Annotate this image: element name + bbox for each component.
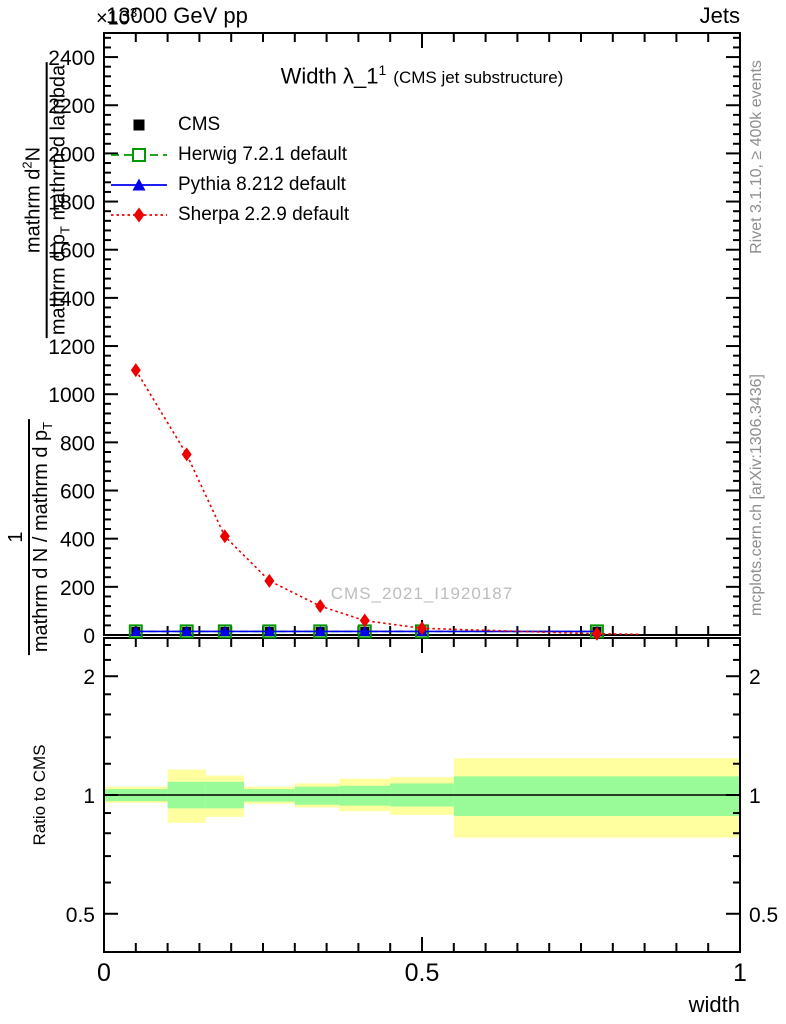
main-y-tick-label: 1800 — [48, 192, 95, 215]
beam-energy-label: 13000 GeV pp — [106, 3, 248, 28]
y-axis-exponent: ×103 — [96, 5, 138, 30]
ratio-y-tick-label: 1 — [749, 785, 761, 808]
main-y-tick-label: 1000 — [48, 384, 95, 407]
herwig-legend-glyph-icon — [111, 148, 167, 162]
x-tick-label: 0.5 — [405, 959, 440, 987]
marker-diamond — [264, 573, 275, 588]
plot-title: Width λ_11 (CMS jet substructure) — [104, 62, 740, 89]
ratio-uncertainty-bands — [104, 758, 740, 838]
main-y-tick-label: 1200 — [48, 336, 95, 359]
fraction-one-over-dn: 1 mathrm d N / mathrm d pT — [5, 418, 55, 656]
main-y-tick-label: 200 — [60, 577, 95, 600]
mcplots-arxiv-label: mcplots.cern.ch [arXiv:1306.3436] — [748, 374, 765, 616]
marker-diamond — [130, 363, 141, 378]
rivet-version-label: Rivet 3.1.10, ≥ 400k events — [748, 60, 765, 254]
main-y-tick-label: 2200 — [48, 95, 95, 118]
green-band — [453, 776, 740, 816]
main-y-tick-label: 2000 — [48, 143, 95, 166]
main-y-tick-label: 400 — [60, 529, 95, 552]
main-y-tick-label: 800 — [60, 432, 95, 455]
analysis-group-label: Jets — [699, 3, 740, 28]
y-axis-label-norm-fraction: 1 mathrm d N / mathrm d pT — [5, 418, 55, 656]
x-tick-label: 0 — [97, 959, 111, 987]
main-y-tick-label: 2400 — [48, 47, 95, 70]
y-axis-label-numerator-fraction: mathrm d2N mathrm d pT mathrm d lambda — [20, 61, 73, 339]
legend-item-cms: CMS — [110, 110, 349, 140]
main-y-tick-label: 1600 — [48, 240, 95, 263]
marker-diamond — [219, 529, 230, 544]
marker-triangle — [263, 625, 275, 636]
marker-diamond — [181, 447, 192, 462]
legend-label: Sherpa 2.2.9 default — [178, 204, 350, 225]
fraction-d2n: mathrm d2N mathrm d pT mathrm d lambda — [20, 61, 73, 339]
legend-label: CMS — [178, 114, 221, 135]
legend-label: Herwig 7.2.1 default — [178, 144, 347, 165]
tick-labels: 0200400600800100012001400160018002000220… — [48, 47, 778, 987]
ratio-y-tick-label: 0.5 — [749, 904, 778, 927]
analysis-id-watermark: CMS_2021_I1920187 — [330, 584, 514, 603]
plot-title-paren: (CMS jet substructure) — [393, 68, 564, 88]
marker-diamond — [359, 613, 370, 628]
x-axis-label: width — [688, 992, 740, 1017]
pythia-legend-glyph-icon — [111, 178, 167, 191]
series-sherpa — [130, 363, 639, 641]
plot-title-superscript: 1 — [378, 62, 387, 78]
legend-label: Pythia 8.212 default — [178, 174, 346, 195]
main-y-tick-label: 0 — [83, 625, 95, 648]
ratio-axis-label: Ratio to CMS — [30, 744, 49, 846]
marker-triangle — [219, 625, 231, 636]
marker-triangle — [130, 625, 142, 636]
marker-triangle — [359, 625, 371, 636]
marker-triangle — [314, 625, 326, 636]
ratio-y-tick-label: 2 — [749, 666, 761, 689]
main-y-tick-label: 1400 — [48, 288, 95, 311]
legend-item-pythia: Pythia 8.212 default — [110, 170, 349, 200]
marker-diamond — [417, 621, 427, 636]
marker-diamond — [315, 599, 326, 614]
main-y-tick-label: 600 — [60, 481, 95, 504]
sherpa-legend-glyph-icon — [111, 207, 167, 223]
plot-title-main: Width λ_1 — [280, 63, 379, 89]
axis-ticks — [103, 33, 741, 953]
cms-legend-glyph-icon — [133, 119, 145, 131]
ratio-y-tick-label: 1 — [83, 785, 95, 808]
legend: CMS Herwig 7.2.1 default Pythia 8.212 defa… — [110, 110, 349, 230]
legend-item-herwig: Herwig 7.2.1 default — [110, 140, 349, 170]
x-tick-label: 1 — [733, 959, 747, 987]
legend-item-sherpa: Sherpa 2.2.9 default — [110, 200, 349, 230]
marker-diamond — [591, 626, 602, 641]
ratio-y-tick-label: 2 — [83, 666, 95, 689]
ratio-y-tick-label: 0.5 — [66, 904, 95, 927]
marker-triangle — [181, 625, 193, 636]
